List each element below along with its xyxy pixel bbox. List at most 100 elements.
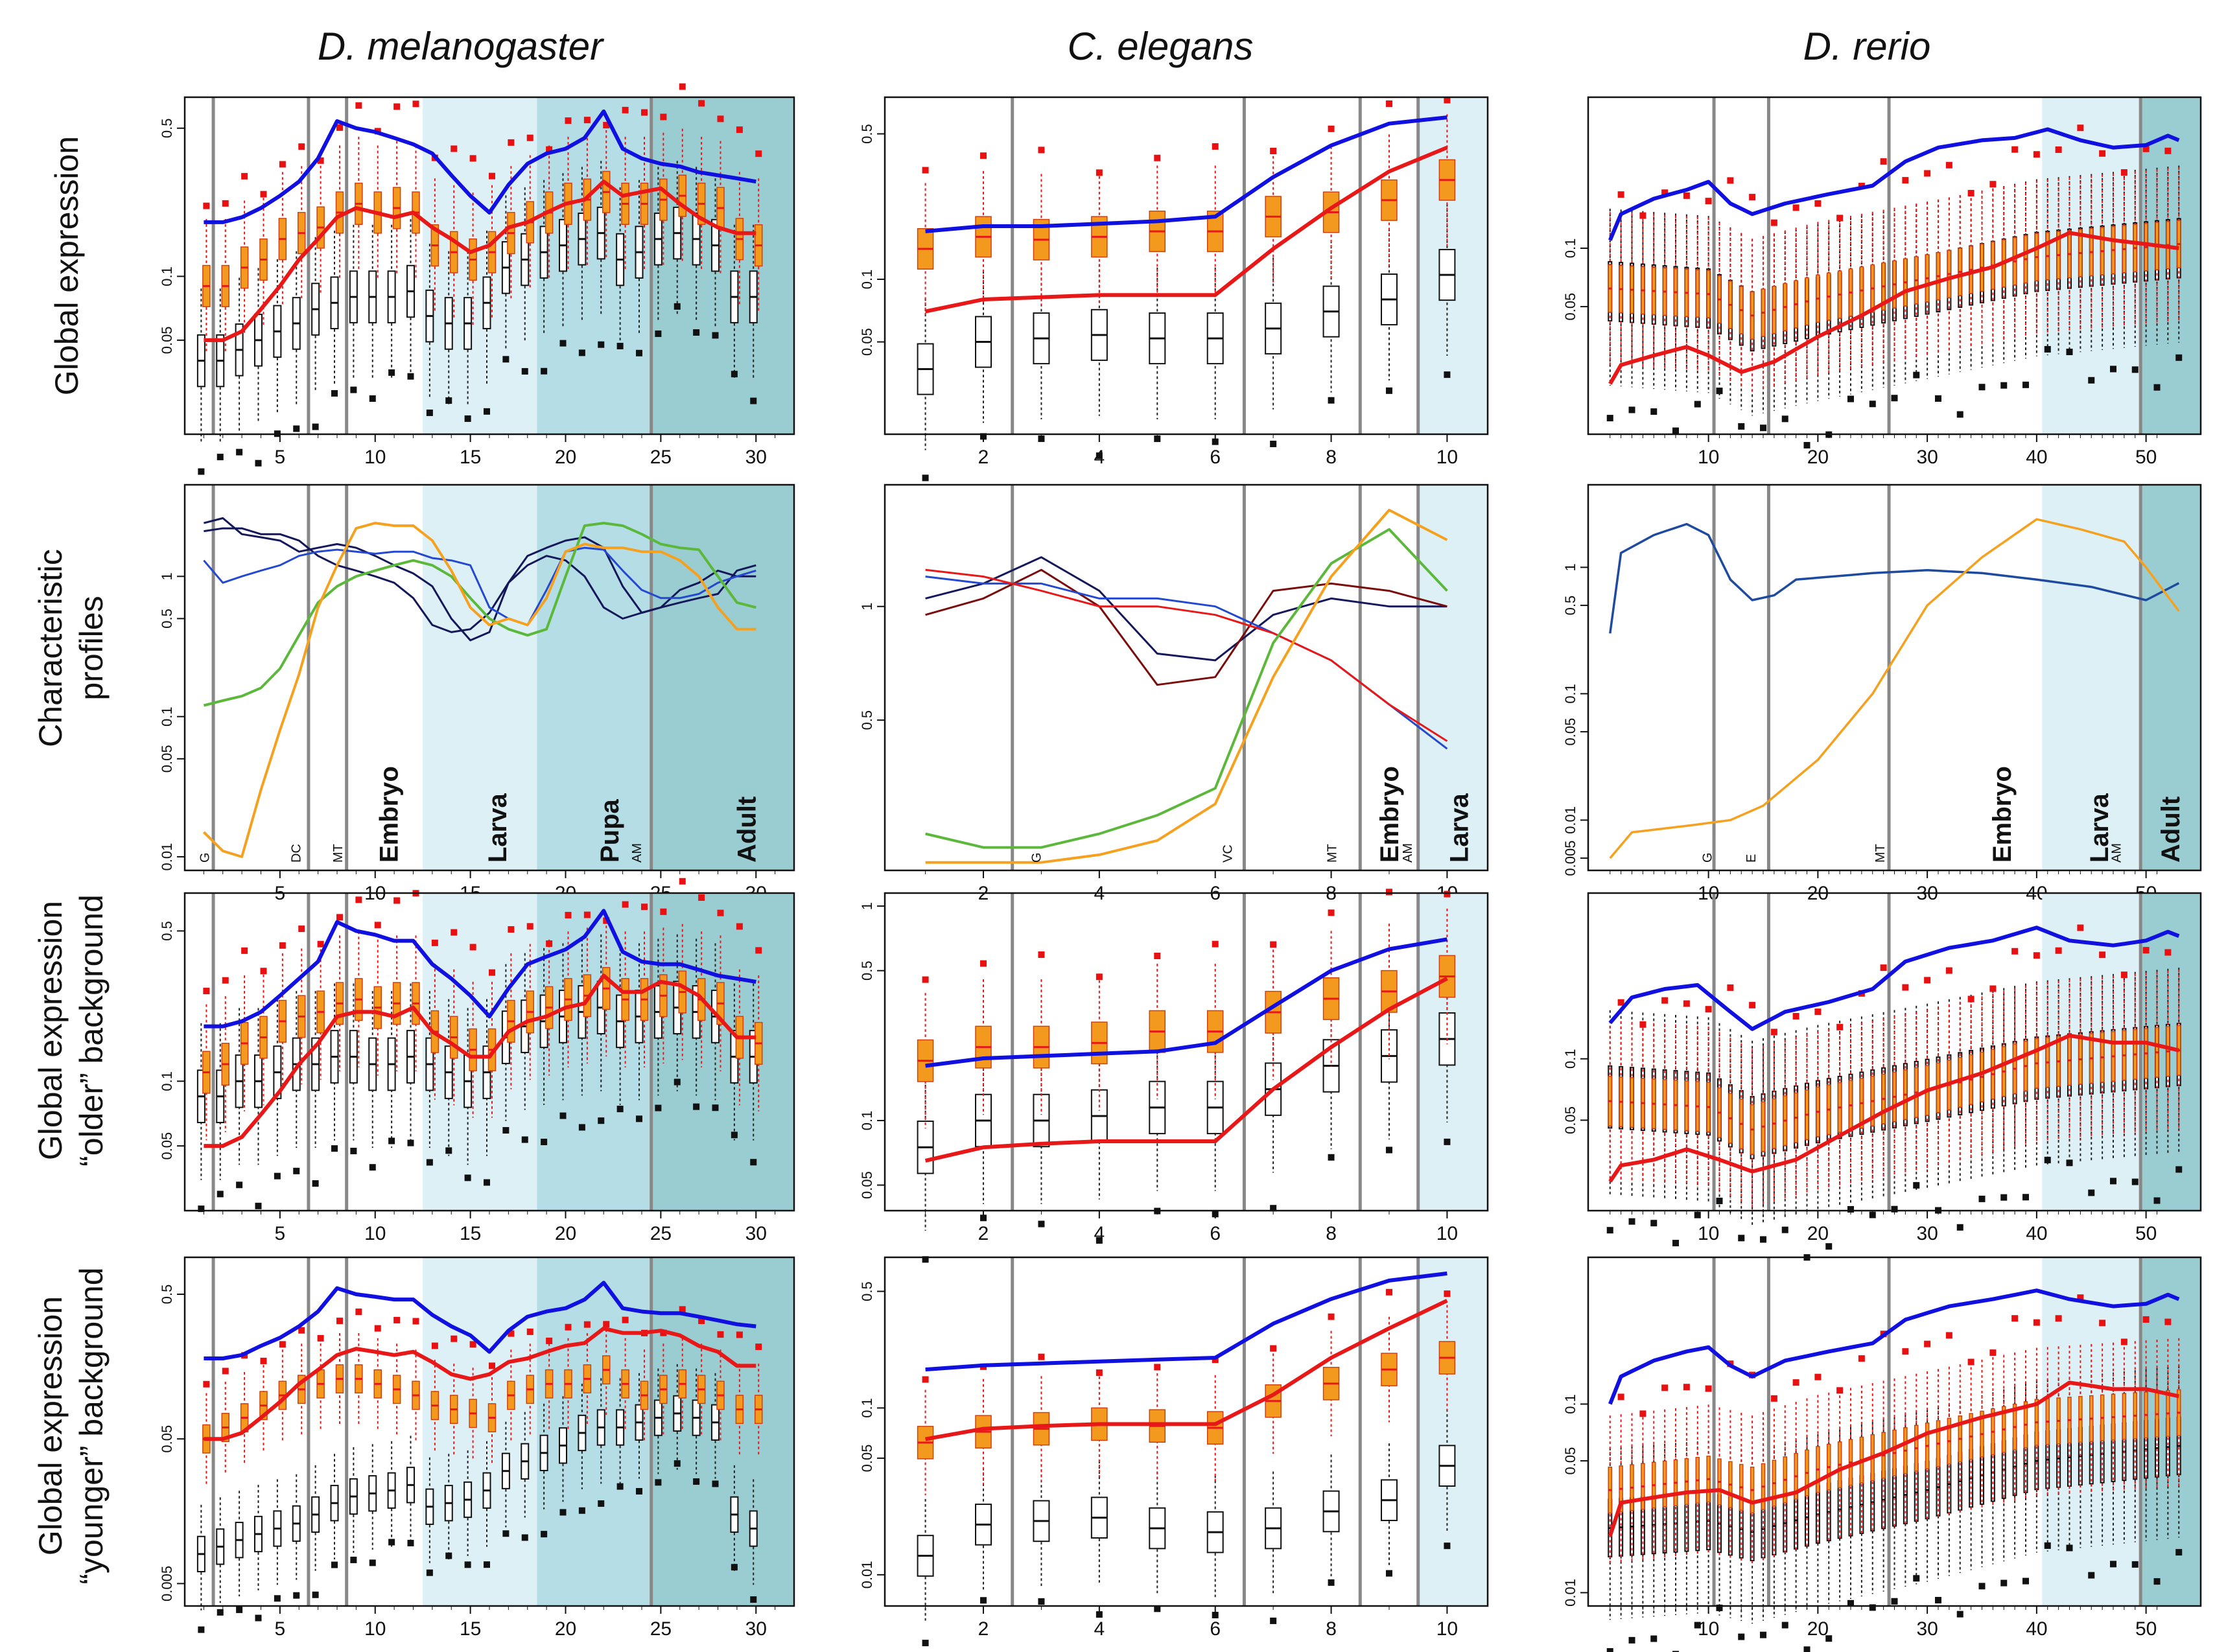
black-outlier <box>484 408 490 415</box>
black-outlier <box>1096 452 1103 460</box>
red-outlier <box>2120 971 2127 979</box>
black-outlier <box>578 1507 585 1514</box>
x-tick-label: 10 <box>1436 1618 1458 1640</box>
black-outlier <box>198 1626 205 1633</box>
x-tick-label: 15 <box>460 447 481 468</box>
black-outlier <box>712 1480 719 1487</box>
red-outlier <box>565 117 572 124</box>
red-outlier <box>698 1317 705 1324</box>
stage-region-1 <box>537 1257 651 1606</box>
black-outlier <box>1328 397 1335 404</box>
x-tick-label: 50 <box>2135 1223 2157 1244</box>
black-outlier <box>1038 1220 1045 1227</box>
black-outlier <box>693 1478 700 1485</box>
red-outlier <box>980 960 987 967</box>
red-outlier <box>1639 1021 1647 1028</box>
red-outlier <box>1989 181 1997 188</box>
black-outlier <box>578 349 585 356</box>
y-tick-label: 0.05 <box>1562 718 1578 746</box>
red-outlier <box>298 925 305 933</box>
y-tick-label: 0.5 <box>859 1281 875 1301</box>
black-outlier <box>1444 371 1451 378</box>
black-outlier <box>1847 1205 1854 1213</box>
y-tick-label: 0.5 <box>859 960 875 981</box>
black-outlier <box>1825 1635 1833 1642</box>
red-outlier <box>922 976 929 983</box>
red-outlier <box>241 172 248 180</box>
black-outlier <box>1935 1597 1941 1604</box>
red-outlier <box>222 977 229 984</box>
black-outlier <box>1212 1612 1219 1619</box>
red-outlier <box>2164 147 2172 154</box>
black-outlier <box>1154 436 1161 443</box>
black-outlier <box>598 1500 605 1507</box>
x-tick-label: 20 <box>1807 1223 1829 1244</box>
red-outlier <box>980 152 987 159</box>
stage-region-1 <box>537 893 651 1211</box>
red-outlier <box>1683 1000 1690 1007</box>
black-outlier <box>1738 1633 1745 1640</box>
blue-median-line <box>204 109 756 224</box>
black-outlier <box>2153 384 2161 391</box>
x-tick-label: 50 <box>2135 447 2157 468</box>
y-tick-label: 1 <box>159 572 175 580</box>
red-outlier <box>2011 146 2019 153</box>
red-outlier <box>1836 1387 1844 1394</box>
red-outlier <box>508 926 515 933</box>
black-outlier <box>521 1534 528 1541</box>
black-outlier <box>693 329 700 336</box>
black-outlier <box>293 425 300 432</box>
red-outlier <box>508 139 515 146</box>
black-outlier <box>350 1147 357 1154</box>
red-outlier <box>1617 191 1624 198</box>
stage-region-0 <box>423 893 537 1211</box>
x-tick-label: 20 <box>555 1223 576 1244</box>
black-outlier <box>464 1561 471 1568</box>
panel-mel-older: 5 10 15 20 25 30 0.05 0.1 0.5 <box>159 878 795 1244</box>
black-outlier <box>350 1556 357 1563</box>
black-outlier <box>2066 349 2073 356</box>
y-tick-label: 1 <box>859 902 875 910</box>
red-outlier <box>489 1362 495 1369</box>
red-outlier <box>922 1376 929 1383</box>
y-tick-label: 0.005 <box>1562 841 1578 876</box>
stage-label-3: Embryo <box>375 766 403 863</box>
red-outlier <box>1770 1395 1777 1402</box>
black-outlier <box>2131 1561 2139 1568</box>
y-tick-label: 0.1 <box>1562 1049 1578 1069</box>
blue-median-line <box>204 1281 756 1360</box>
stage-label-6: Adult <box>2157 797 2185 863</box>
x-tick-label: 4 <box>1094 1223 1105 1244</box>
black-outlier <box>217 1609 224 1616</box>
blue-median-line <box>1608 1288 2180 1405</box>
red-outlier <box>1154 1364 1161 1371</box>
black-outlier <box>1847 1600 1854 1607</box>
red-outlier <box>298 143 305 150</box>
red-outlier <box>355 102 362 109</box>
red-outlier <box>1749 1001 1756 1008</box>
black-outlier <box>750 1596 757 1603</box>
black-outlier <box>1716 388 1723 395</box>
red-outlier <box>1154 952 1161 959</box>
red-outlier <box>526 1328 533 1335</box>
red-outlier <box>755 947 762 954</box>
red-median-line <box>1608 1380 2179 1537</box>
red-outlier <box>469 944 476 951</box>
red-median-line <box>924 977 1448 1163</box>
red-outlier <box>451 145 458 152</box>
red-outlier <box>526 923 533 930</box>
x-tick-label: 30 <box>745 1618 767 1640</box>
red-outlier <box>755 150 762 157</box>
red-outlier <box>1617 999 1624 1006</box>
y-tick-label: 0.05 <box>1562 293 1578 321</box>
red-outlier <box>1038 146 1045 154</box>
red-outlier <box>336 914 343 921</box>
red-outlier <box>2142 1316 2150 1323</box>
black-outlier <box>1891 1205 1898 1213</box>
black-outlier <box>1803 441 1811 448</box>
x-tick-label: 5 <box>275 447 286 468</box>
x-tick-label: 20 <box>1807 447 1829 468</box>
stage-region-1 <box>2140 893 2201 1211</box>
row-label-2-line2: profiles <box>73 596 110 700</box>
black-outlier <box>312 423 319 430</box>
